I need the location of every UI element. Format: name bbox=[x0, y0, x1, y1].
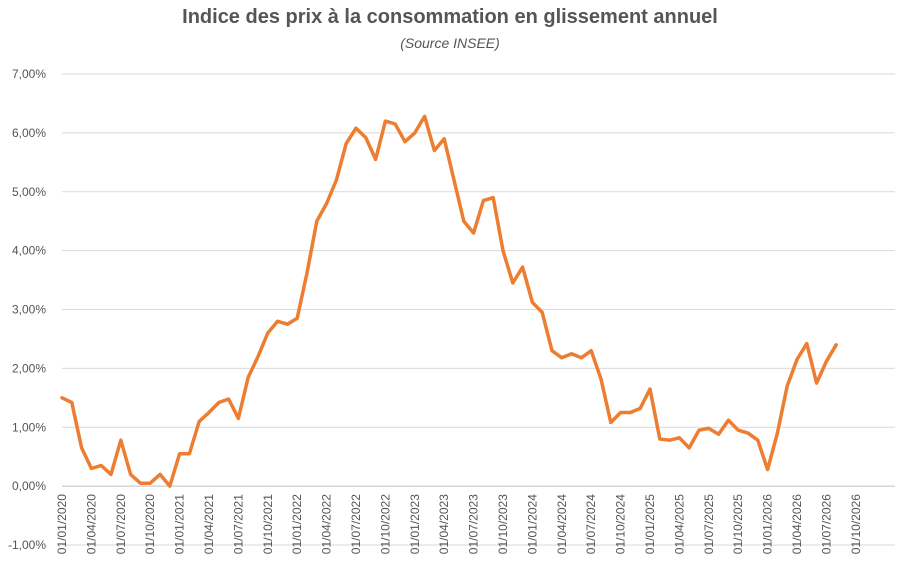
x-tick-label: 01/01/2022 bbox=[290, 494, 304, 554]
x-tick-label: 01/10/2023 bbox=[496, 494, 510, 554]
y-tick-label: 7,00% bbox=[12, 67, 46, 81]
x-tick-label: 01/10/2021 bbox=[261, 494, 275, 554]
y-tick-label: 1,00% bbox=[12, 420, 46, 434]
y-tick-label: 2,00% bbox=[12, 361, 46, 375]
x-tick-label: 01/07/2026 bbox=[819, 494, 833, 554]
x-tick-label: 01/10/2026 bbox=[849, 494, 863, 554]
x-tick-label: 01/04/2023 bbox=[437, 494, 451, 554]
x-tick-label: 01/07/2022 bbox=[349, 494, 363, 554]
x-tick-label: 01/01/2021 bbox=[173, 494, 187, 554]
x-tick-label: 01/07/2023 bbox=[467, 494, 481, 554]
series-layer bbox=[60, 114, 838, 488]
y-tick-label: -1,00% bbox=[8, 538, 46, 552]
x-tick-label: 01/04/2021 bbox=[202, 494, 216, 554]
gridlines bbox=[62, 73, 895, 546]
chart-subtitle: (Source INSEE) bbox=[400, 35, 500, 51]
x-tick-label: 01/10/2024 bbox=[614, 494, 628, 554]
x-tick-label: 01/04/2026 bbox=[790, 494, 804, 554]
y-axis-ticks: -1,00% 0,00% 1,00% 2,00% 3,00% 4,00% 5,00% 6,00… bbox=[8, 67, 46, 552]
y-tick-label: 0,00% bbox=[12, 479, 46, 493]
x-tick-label: 01/07/2025 bbox=[702, 494, 716, 554]
x-tick-label: 01/01/2025 bbox=[643, 494, 657, 554]
x-tick-label: 01/04/2024 bbox=[555, 494, 569, 554]
chart-title: Indice des prix à la consommation en gli… bbox=[182, 6, 718, 28]
x-tick-label: 01/07/2024 bbox=[584, 494, 598, 554]
x-tick-label: 01/04/2025 bbox=[672, 494, 686, 554]
x-tick-label: 01/10/2025 bbox=[731, 494, 745, 554]
x-tick-label: 01/01/2024 bbox=[525, 494, 539, 554]
x-tick-label: 01/01/2026 bbox=[761, 494, 775, 554]
x-tick-label: 01/04/2020 bbox=[84, 494, 98, 554]
y-tick-label: 6,00% bbox=[12, 126, 46, 140]
series-line bbox=[60, 114, 838, 488]
x-tick-label: 01/07/2020 bbox=[114, 494, 128, 554]
y-tick-label: 3,00% bbox=[12, 303, 46, 317]
x-tick-label: 01/04/2022 bbox=[320, 494, 334, 554]
x-tick-label: 01/07/2021 bbox=[231, 494, 245, 554]
x-tick-label: 01/10/2022 bbox=[378, 494, 392, 554]
x-axis-ticks: 01/01/2020 01/04/2020 01/07/2020 01/10/2020… bbox=[55, 494, 863, 554]
y-tick-label: 5,00% bbox=[12, 185, 46, 199]
x-tick-label: 01/01/2023 bbox=[408, 494, 422, 554]
x-tick-label: 01/10/2020 bbox=[143, 494, 157, 554]
x-tick-label: 01/01/2020 bbox=[55, 494, 69, 554]
y-tick-label: 4,00% bbox=[12, 244, 46, 258]
